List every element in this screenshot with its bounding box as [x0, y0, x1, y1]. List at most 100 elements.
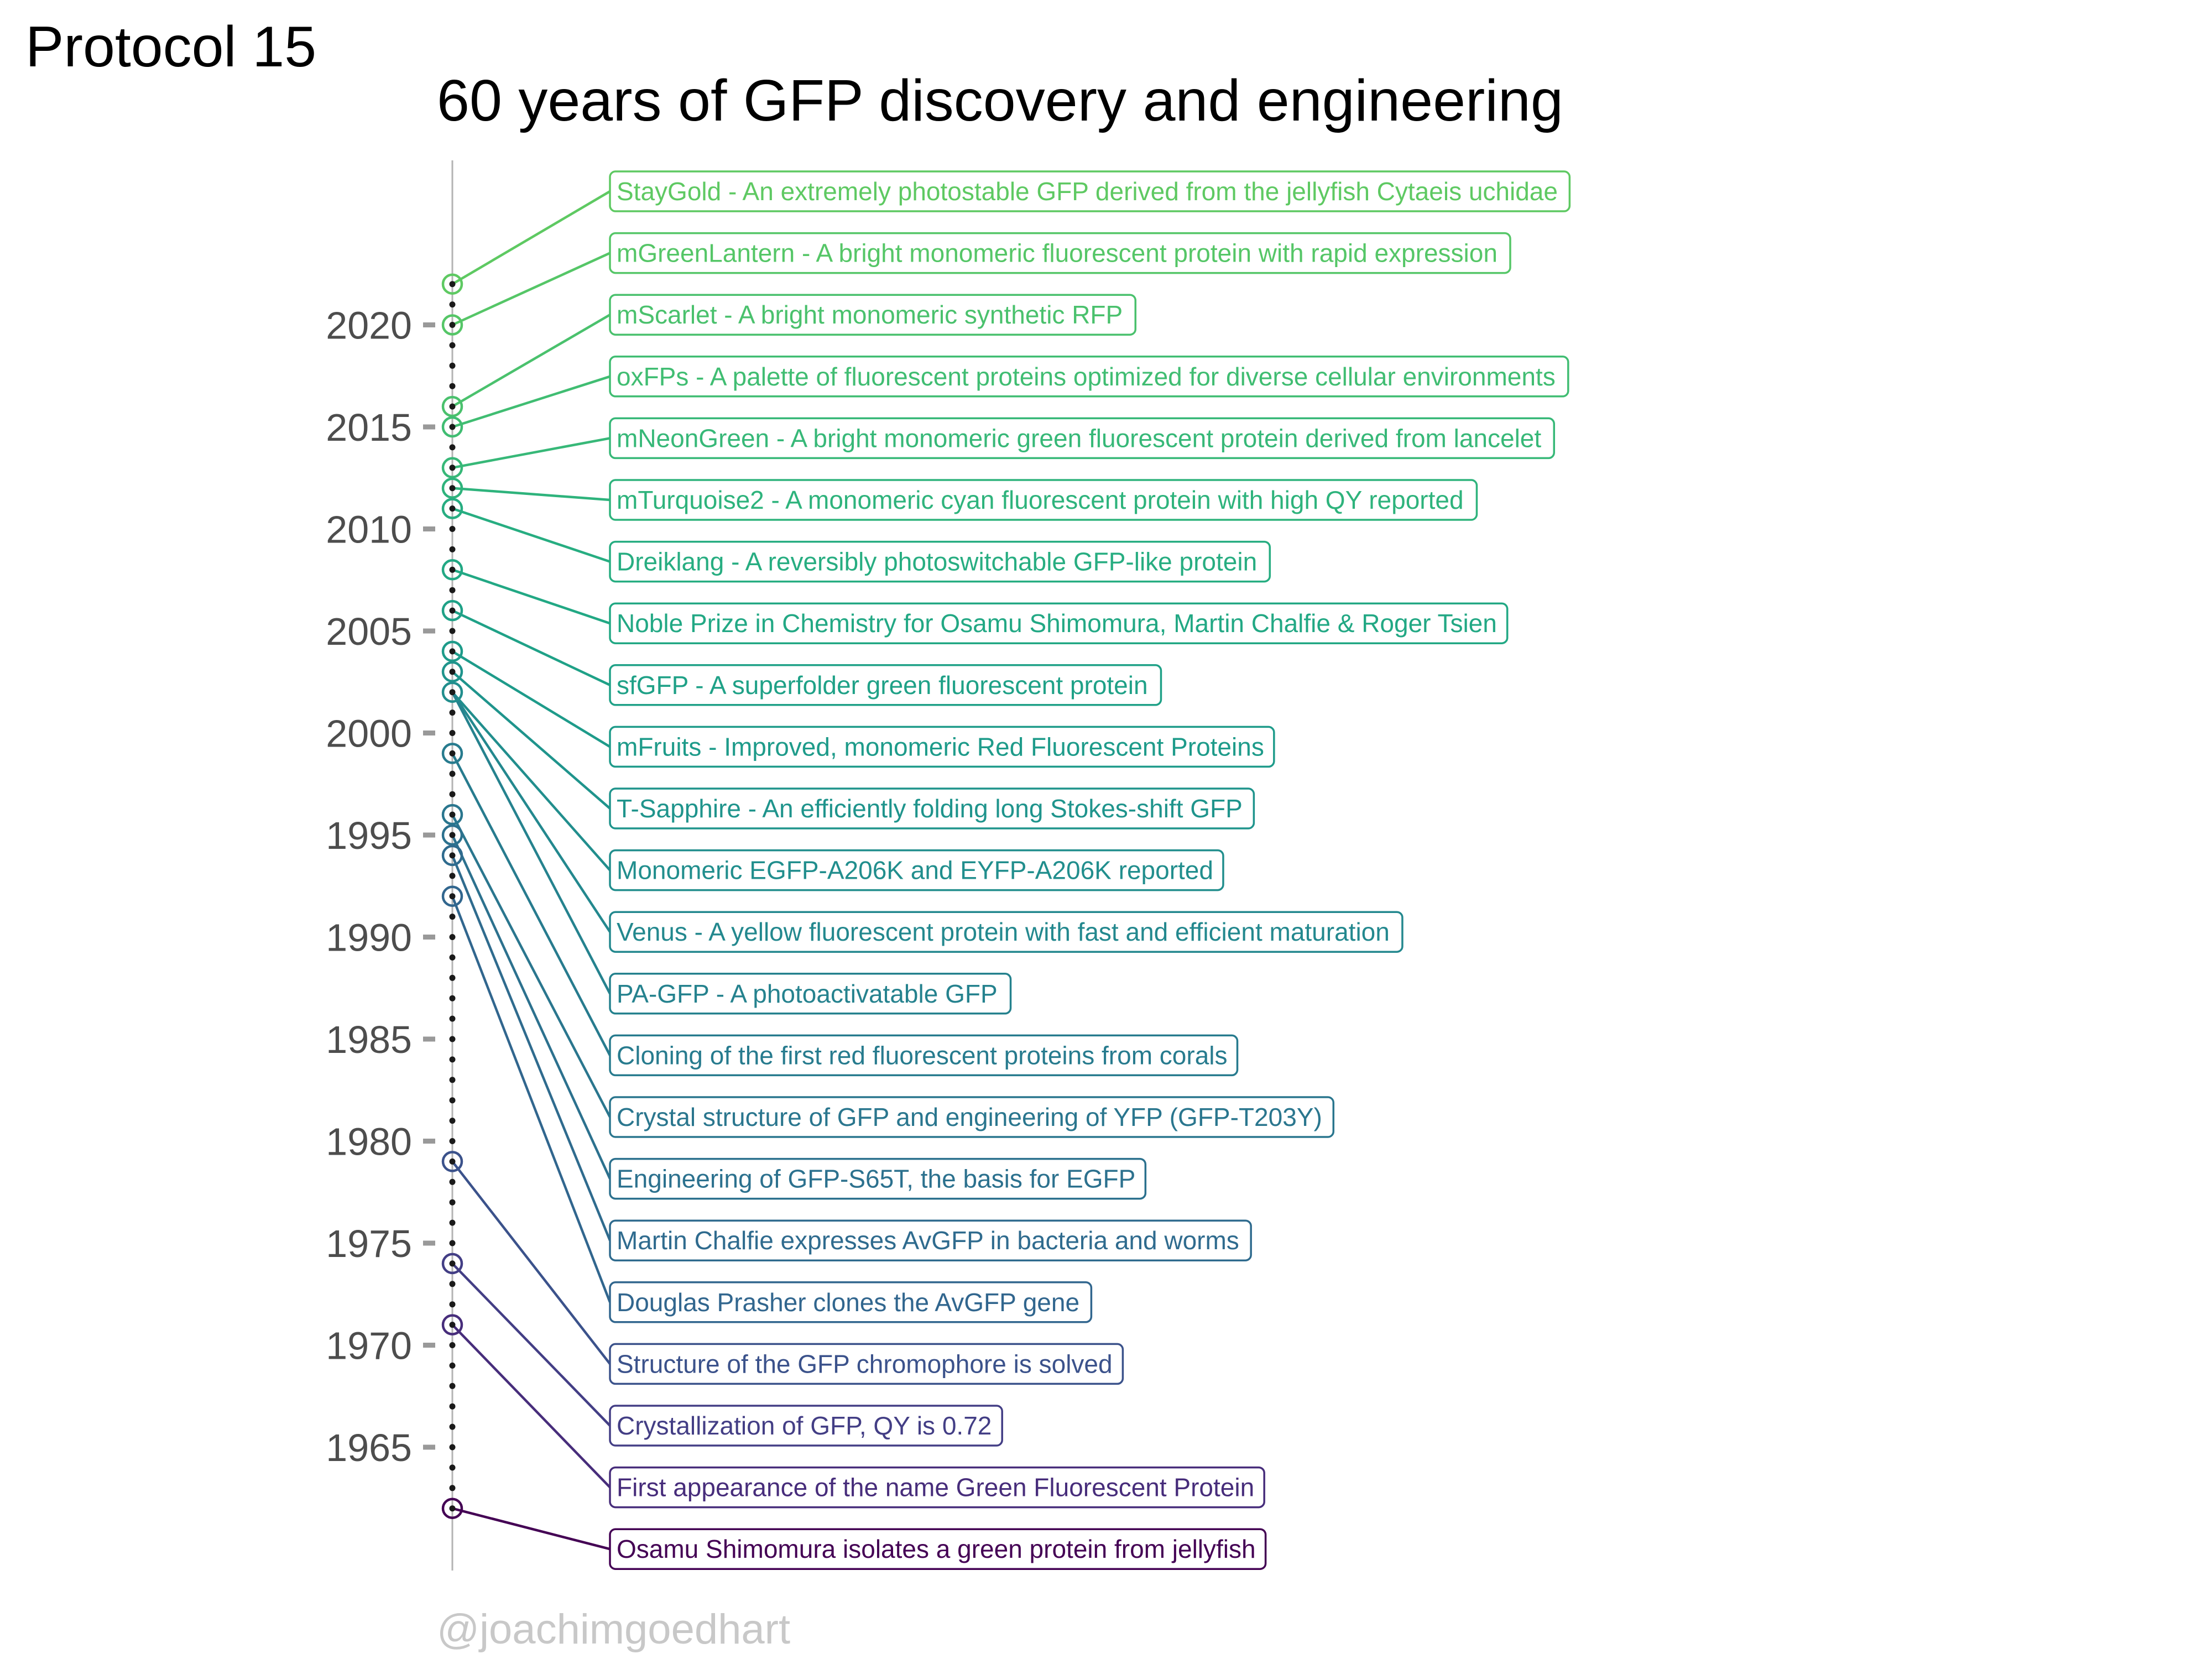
year-dot [449, 301, 456, 308]
year-dot [449, 709, 456, 716]
event-label-box [609, 170, 1571, 212]
connector-line [451, 190, 611, 285]
year-dot [449, 546, 456, 552]
event-marker [441, 416, 463, 438]
event-label: mNeonGreen - A bright monomeric green fl… [617, 424, 1541, 452]
year-dot [449, 770, 456, 777]
year-dot [449, 1301, 456, 1308]
event-label: Osamu Shimomura isolates a green protein… [617, 1535, 1256, 1563]
connector-line [451, 814, 611, 1118]
year-dot [449, 1260, 456, 1267]
year-dot [449, 852, 456, 859]
event-marker [441, 743, 463, 764]
event-label-box [609, 1405, 1003, 1447]
year-dot [449, 934, 456, 940]
event-marker [441, 1253, 463, 1275]
event-label-box [609, 1466, 1265, 1509]
event-label: Douglas Prasher clones the AvGFP gene [617, 1288, 1079, 1317]
connector-line [451, 834, 612, 1180]
year-dot [449, 1199, 456, 1206]
connector-line [452, 487, 611, 502]
connector-line [452, 1507, 611, 1551]
year-dot [449, 1118, 456, 1124]
connector-lines [451, 190, 612, 1551]
event-label: mTurquoise2 - A monomeric cyan fluoresce… [617, 486, 1464, 514]
event-label: sfGFP - A superfolder green fluorescent … [617, 671, 1148, 700]
year-dot [449, 873, 456, 879]
event-label: mFruits - Improved, monomeric Red Fluore… [617, 732, 1264, 761]
year-dot [449, 607, 456, 614]
y-tick-label: 2020 [326, 304, 412, 347]
event-marker [441, 477, 463, 499]
year-dot [449, 505, 456, 512]
event-label: Martin Chalfie expresses AvGFP in bacter… [617, 1226, 1239, 1255]
event-marker [441, 804, 463, 826]
event-marker [441, 314, 463, 336]
event-label-box [609, 973, 1012, 1015]
event-marker [441, 457, 463, 479]
event-label: Cloning of the first red fluorescent pro… [617, 1041, 1228, 1070]
event-marker [441, 498, 463, 519]
y-tick-label: 1975 [326, 1222, 412, 1265]
connector-line [451, 650, 611, 748]
connector-line [451, 1262, 611, 1427]
event-label: Monomeric EGFP-A206K and EYFP-A206K repo… [617, 856, 1213, 885]
year-dot [449, 342, 456, 348]
connector-line [451, 691, 611, 994]
year-dot [449, 689, 456, 696]
year-dot [449, 1342, 456, 1348]
connector-line [452, 375, 611, 429]
connector-line [451, 1324, 611, 1489]
year-dot [449, 1281, 456, 1287]
year-dot [449, 362, 456, 369]
event-label-box [609, 1528, 1267, 1570]
connector-line [452, 437, 611, 469]
year-dot [449, 566, 456, 573]
year-dot [449, 485, 456, 492]
event-marker [441, 559, 463, 581]
year-dot [449, 1240, 456, 1246]
event-label-box [609, 1343, 1124, 1385]
connector-line [451, 895, 612, 1303]
year-dot [449, 1403, 456, 1410]
year-dot [449, 1015, 456, 1022]
connector-line [451, 691, 611, 933]
event-marker [441, 395, 463, 418]
year-dot [449, 424, 456, 430]
year-dot [449, 1423, 456, 1430]
event-label: Venus - A yellow fluorescent protein wit… [617, 917, 1390, 946]
year-dot [449, 1444, 456, 1451]
connector-line [451, 855, 612, 1241]
year-dot [449, 893, 456, 900]
connector-line [452, 609, 611, 686]
year-dot [449, 444, 456, 451]
y-tick-label: 1965 [326, 1426, 412, 1469]
y-tick-label: 2015 [326, 406, 412, 449]
y-tick-label: 1985 [326, 1018, 412, 1061]
year-dot [449, 791, 456, 797]
year-dot [449, 1097, 456, 1104]
event-label: StayGold - An extremely photostable GFP … [617, 177, 1558, 206]
event-label-box [609, 726, 1275, 768]
event-marker [441, 824, 463, 846]
year-dot [449, 465, 456, 471]
connector-line [452, 252, 611, 326]
event-label: Engineering of GFP-S65T, the basis for E… [617, 1165, 1135, 1193]
event-marker [441, 273, 463, 295]
event-marker [441, 1151, 463, 1172]
year-dot [449, 730, 456, 736]
connector-line [451, 314, 611, 408]
protocol-label: Protocol 15 [25, 15, 316, 79]
connector-line [451, 1161, 611, 1365]
y-tick-label: 1990 [326, 916, 412, 959]
event-label: Dreiklang - A reversibly photoswitchable… [617, 547, 1257, 576]
event-marker [441, 844, 463, 867]
event-marker [441, 1314, 463, 1335]
year-dot [449, 281, 456, 288]
event-label: Structure of the GFP chromophore is solv… [617, 1349, 1113, 1378]
event-label: Crystal structure of GFP and engineering… [617, 1103, 1322, 1131]
event-label-box [609, 232, 1511, 274]
event-marker [441, 1498, 463, 1519]
event-label-box [609, 294, 1137, 336]
